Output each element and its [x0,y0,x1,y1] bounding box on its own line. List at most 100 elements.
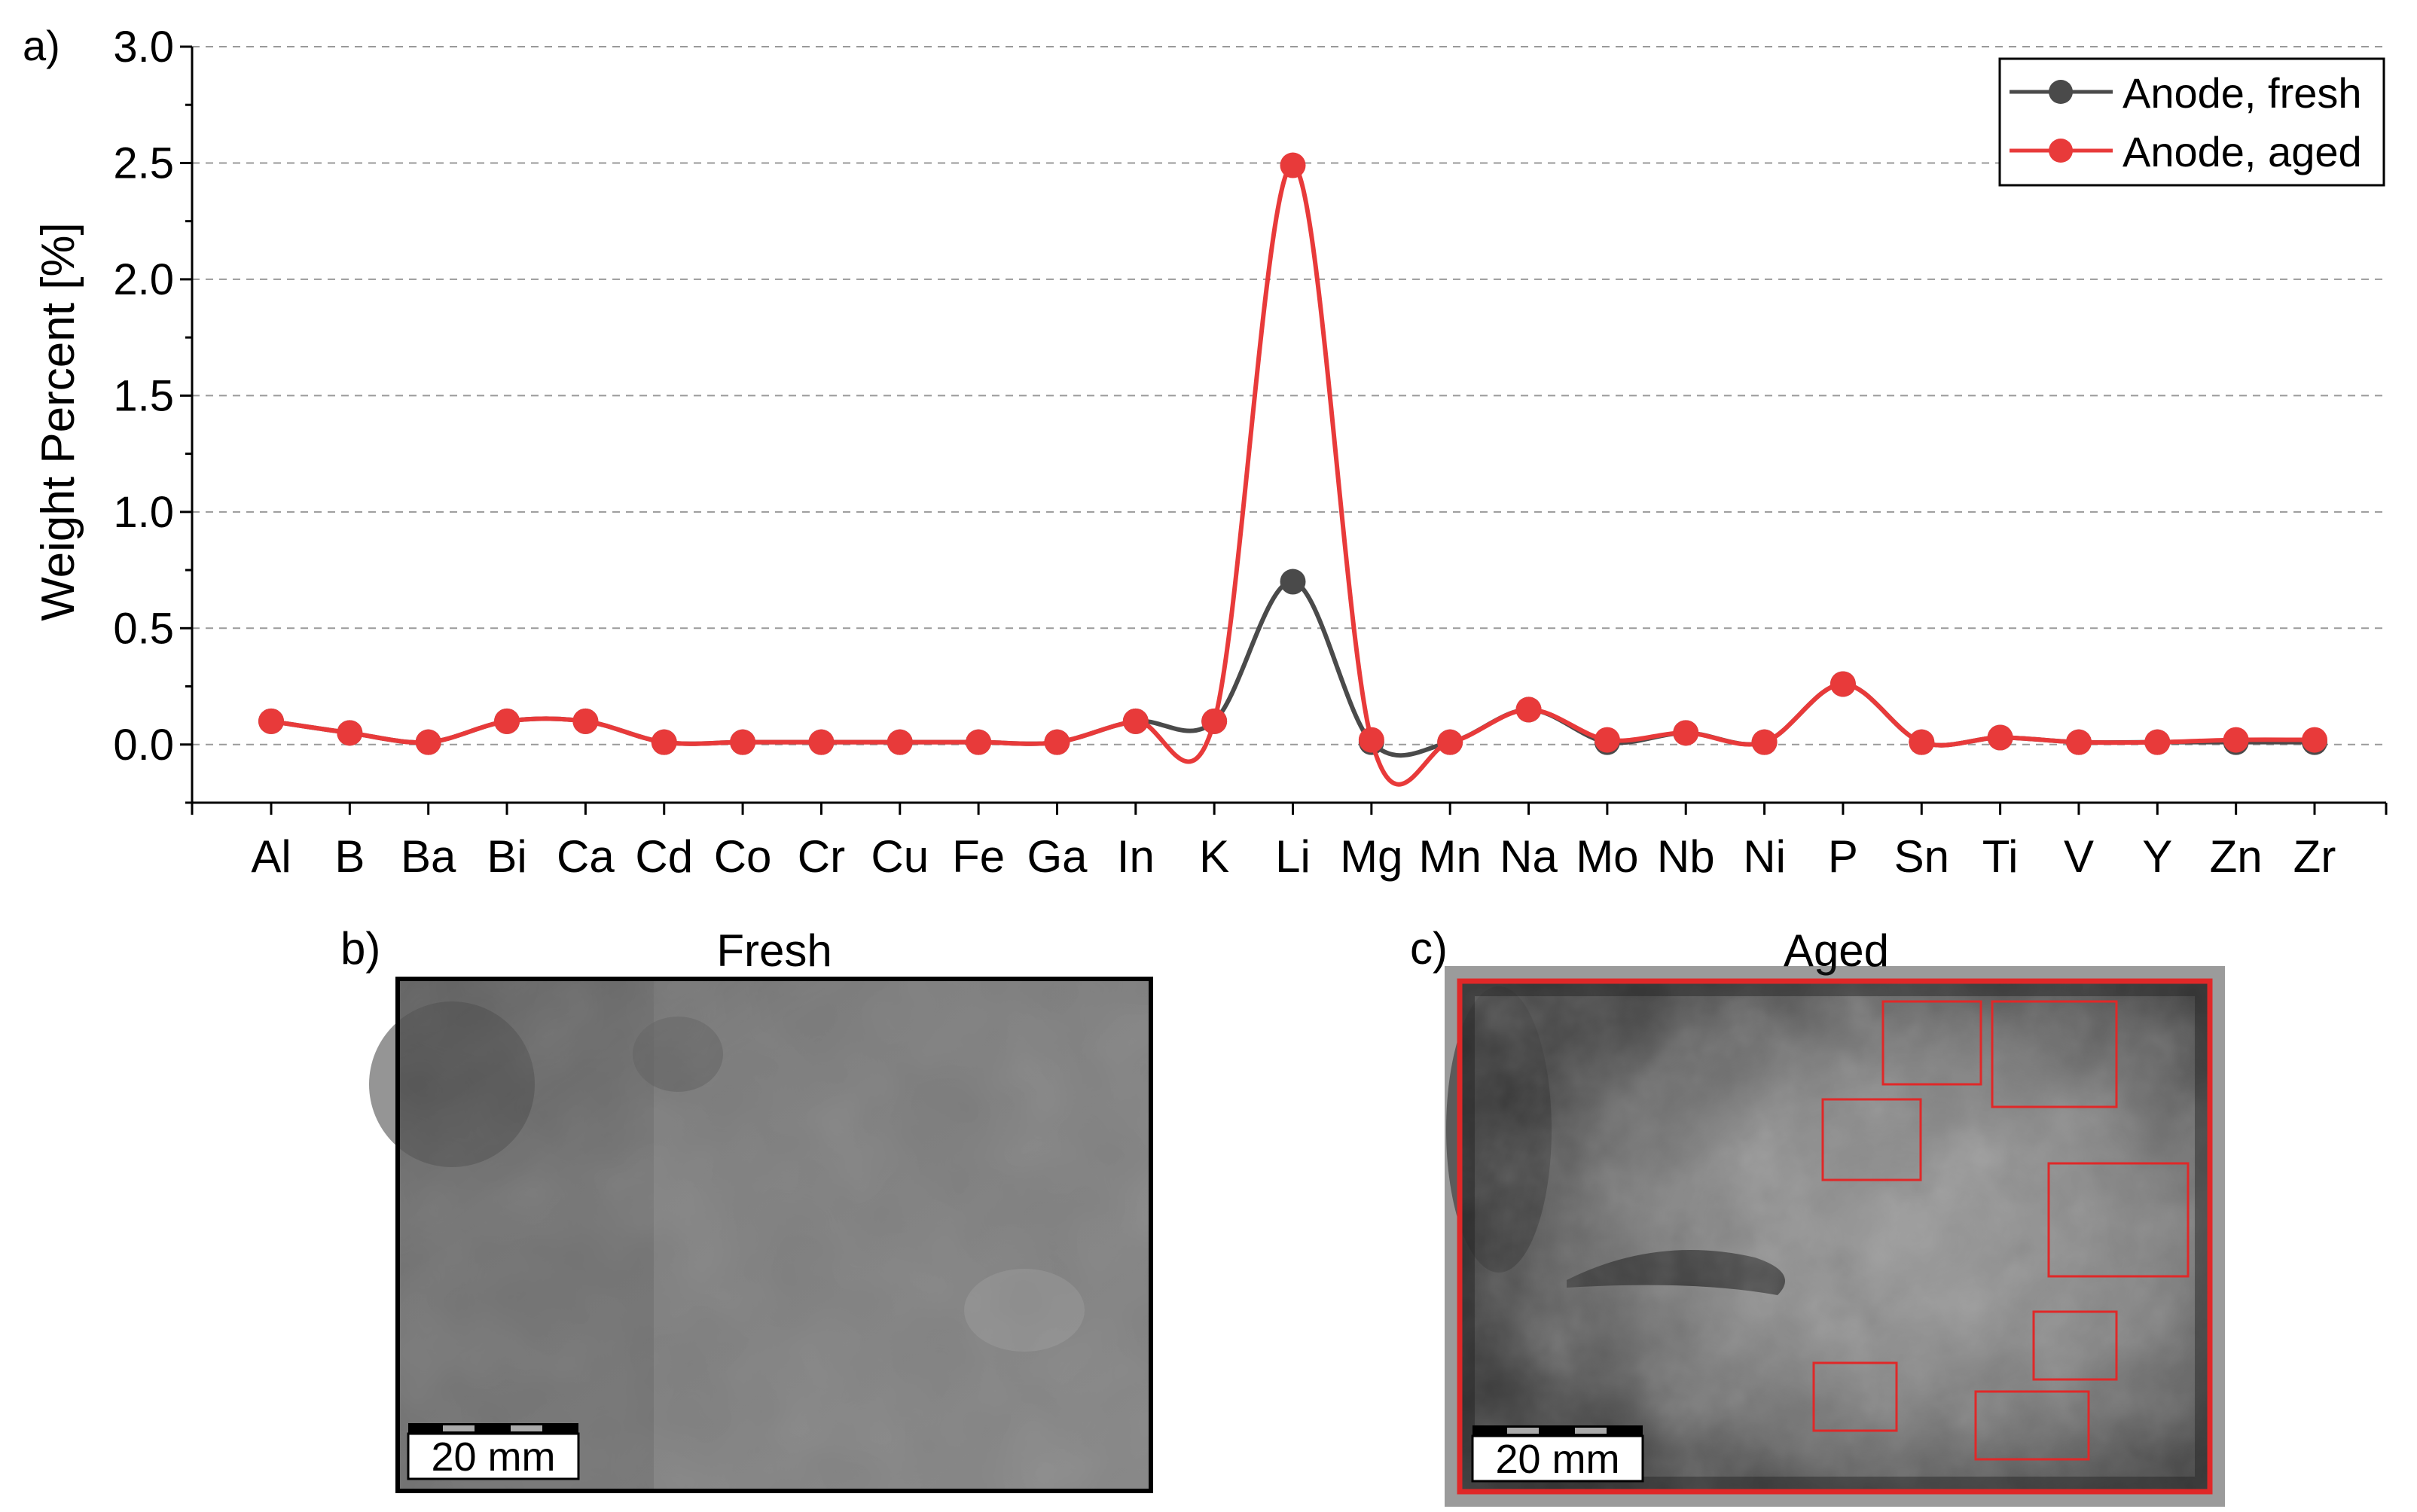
highlight-box [1974,1390,2090,1461]
series-fresh [258,569,2327,758]
y-tick-label: 1.0 [113,488,174,537]
x-tick-label: Zn [2210,831,2263,882]
x-tick-label: Ni [1743,831,1786,882]
y-tick-label: 0.0 [113,721,174,770]
x-tick-label: Li [1275,831,1311,882]
x-tick-label: Co [714,831,772,882]
highlight-box [1991,1000,2118,1108]
x-tick-label: P [1828,831,1858,882]
weight-percent-chart: a) 0.0 0.5 1.0 1.5 2.0 2.5 3.0 Al B Ba Bi Ca Cd Co Cr… [23,22,2388,882]
fresh-scale-bar: 20 mm [407,1423,580,1480]
highlight-box [2047,1162,2190,1278]
y-tick-label: 3.0 [113,23,174,72]
aged-anode-image [1445,966,2225,1507]
series-layer [258,152,2327,787]
x-tick-label: Sn [1894,831,1949,882]
data-point-aged-co [730,729,756,755]
series-aged [258,152,2327,787]
x-tick-label: Nb [1657,831,1715,882]
data-point-aged-ca [572,708,599,734]
data-point-aged-cr [808,729,835,755]
legend-marker-fresh [2049,80,2073,104]
x-tick-label: K [1199,831,1229,882]
x-tick-label: Fe [952,831,1005,882]
fresh-anode-panel: b) Fresh 20 mm [340,923,1153,1493]
fresh-title: Fresh [716,925,832,976]
y-tick-label: 1.5 [113,371,174,420]
data-point-aged-na [1515,697,1542,723]
panel-a-label: a) [23,22,60,69]
data-point-aged-ni [1751,729,1778,755]
x-tick-label: Ti [1982,831,2019,882]
legend-label-aged: Anode, aged [2123,128,2362,175]
x-tick-label: Ga [1027,831,1088,882]
data-point-aged-p [1830,671,1856,697]
y-tick-label: 0.5 [113,604,174,653]
x-tick-label: Ca [557,831,615,882]
legend-box [1998,57,2385,187]
data-point-aged-v [2065,729,2092,755]
data-point-aged-nb [1673,720,1699,746]
panel-c-label: c) [1410,923,1448,974]
data-point-aged-mo [1594,727,1620,753]
x-tick-label: Zr [2293,831,2336,882]
data-point-aged-zr [2302,727,2327,753]
x-tick-label: Bi [487,831,526,882]
data-point-aged-bi [494,708,520,734]
aged-scale-bar: 20 mm [1471,1425,1644,1483]
legend-marker-aged [2049,139,2073,163]
data-point-aged-al [258,708,284,734]
x-tick-label: Na [1500,831,1558,882]
y-tick-label: 2.5 [113,139,174,187]
data-point-aged-b [337,720,363,746]
x-tick-label: Cu [871,831,929,882]
x-tick-label: In [1117,831,1155,882]
x-tick-label: Ba [401,831,456,882]
x-tick-label: V [2064,831,2094,882]
aged-scale-label: 20 mm [1495,1437,1619,1482]
aged-highlight-boxes [1812,1000,2190,1461]
x-tick-label: Mo [1576,831,1638,882]
highlight-box [1812,1361,1898,1432]
data-point-aged-ga [1044,729,1070,755]
highlight-box [1821,1098,1922,1181]
x-tick-label: Al [251,831,291,882]
fresh-scale-label: 20 mm [431,1434,555,1480]
data-point-aged-in [1122,708,1149,734]
data-point-aged-cu [887,729,913,755]
x-tick-label: Y [2142,831,2172,882]
legend-label-fresh: Anode, fresh [2123,69,2362,117]
legend: Anode, fresh Anode, aged [1998,57,2385,187]
data-point-aged-mg [1358,727,1384,753]
x-tick-labels: Al B Ba Bi Ca Cd Co Cr Cu Fe Ga In K Li Mg Mn Na Mo Nb Ni P S… [251,831,2336,882]
panel-b-label: b) [340,923,380,974]
x-tick-label: Mn [1419,831,1482,882]
x-tick-label: Cr [798,831,845,882]
data-point-aged-k [1201,708,1228,734]
x-tick-label: Cd [635,831,693,882]
axes [180,45,2388,815]
fresh-image-frame [395,977,1153,1493]
aged-image-frame [1457,978,2213,1495]
x-tick-label: B [334,831,365,882]
y-axis-label: Weight Percent [%] [32,222,84,621]
highlight-box [2032,1310,2118,1381]
data-point-aged-y [2144,729,2171,755]
data-point-aged-zn [2223,727,2249,753]
x-tick-label: Mg [1340,831,1402,882]
y-tick-labels: 0.0 0.5 1.0 1.5 2.0 2.5 3.0 [113,23,174,770]
highlight-box [1881,1000,1982,1086]
data-point-fresh-li [1280,569,1306,595]
fresh-anode-image [369,979,1151,1491]
data-point-aged-ti [1987,724,2013,751]
data-point-aged-cd [651,729,677,755]
data-point-aged-ba [415,729,441,755]
aged-title: Aged [1784,925,1889,976]
data-point-aged-li [1280,152,1306,178]
aged-anode-panel: c) Aged 20 mm [1410,923,2225,1507]
data-point-aged-sn [1909,729,1935,755]
series-line-aged [270,163,2315,787]
data-point-aged-fe [966,729,992,755]
data-point-aged-mn [1437,729,1463,755]
